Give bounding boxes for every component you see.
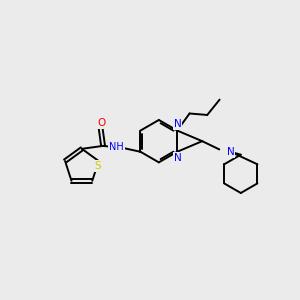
Text: S: S — [94, 161, 101, 171]
Text: N: N — [174, 153, 182, 163]
Text: NH: NH — [109, 142, 124, 152]
Text: O: O — [97, 118, 105, 128]
Text: N: N — [174, 119, 182, 129]
Text: N: N — [226, 147, 234, 157]
